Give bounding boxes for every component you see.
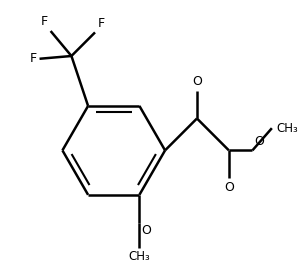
Text: CH₃: CH₃ (129, 250, 150, 263)
Text: F: F (41, 15, 48, 28)
Text: O: O (192, 75, 202, 88)
Text: CH₃: CH₃ (276, 122, 298, 135)
Text: F: F (98, 17, 105, 30)
Text: O: O (141, 224, 151, 237)
Text: F: F (29, 52, 37, 65)
Text: O: O (254, 135, 264, 148)
Text: O: O (224, 181, 234, 194)
